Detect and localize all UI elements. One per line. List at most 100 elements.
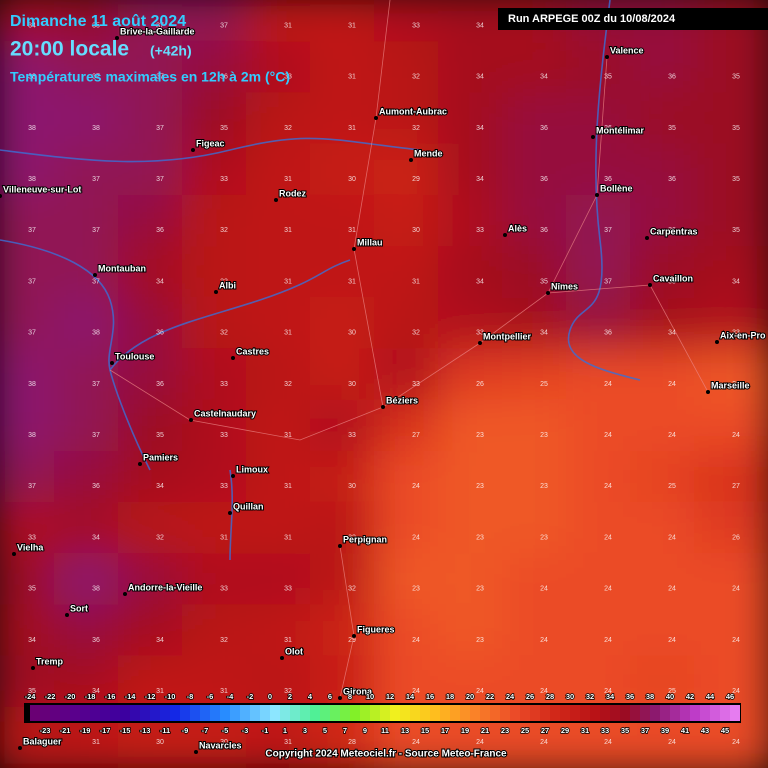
colorbar-swatch [670, 705, 680, 721]
city-label: Andorre-la-Vieille [128, 582, 202, 592]
temperature-value: 24 [668, 432, 676, 439]
temperature-value: 24 [476, 739, 484, 746]
colorbar-label: -12 [145, 692, 156, 701]
colorbar-label: 33 [601, 726, 609, 735]
temperature-value: 33 [732, 330, 740, 337]
colorbar-swatch [720, 705, 730, 721]
temperature-value: 30 [348, 483, 356, 490]
temperature-value: 35 [92, 22, 100, 29]
city-label: Montpellier [483, 331, 531, 341]
colorbar-label: 45 [721, 726, 729, 735]
colorbar-swatch [610, 705, 620, 721]
temperature-value: 36 [668, 74, 676, 81]
city-label: Girona [343, 686, 373, 696]
colorbar-swatch [710, 705, 720, 721]
colorbar-label: -17 [100, 726, 111, 735]
colorbar-label: 42 [686, 692, 694, 701]
city-label: Vielha [17, 542, 44, 552]
temperature-value: 32 [220, 637, 228, 644]
temperature-value: 25 [668, 483, 676, 490]
colorbar-label: 46 [726, 692, 734, 701]
city-label: Sort [70, 603, 88, 613]
temperature-value: 38 [92, 125, 100, 132]
city-dot [138, 462, 142, 466]
temperature-value: 30 [348, 381, 356, 388]
city-dot [110, 361, 114, 365]
temperature-value: 36 [92, 637, 100, 644]
colorbar-label: -19 [80, 726, 91, 735]
colorbar-label: 8 [348, 692, 352, 701]
temperature-value: 34 [28, 22, 36, 29]
temperature-value: 31 [220, 688, 228, 695]
colorbar-label: -13 [140, 726, 151, 735]
colorbar-label: 10 [366, 692, 374, 701]
temperature-value: 38 [28, 432, 36, 439]
colorbar-swatch [440, 705, 450, 721]
temperature-value: 37 [92, 74, 100, 81]
temperature-value: 24 [732, 432, 740, 439]
colorbar-swatch [430, 705, 440, 721]
temperature-value: 38 [28, 176, 36, 183]
temperature-value: 24 [412, 739, 420, 746]
colorbar-swatch [220, 705, 230, 721]
temperature-value: 31 [156, 688, 164, 695]
city-dot [706, 390, 710, 394]
temperature-value: 32 [220, 330, 228, 337]
temperature-value: 37 [28, 330, 36, 337]
colorbar-label: 15 [421, 726, 429, 735]
temperature-value: 36 [604, 330, 612, 337]
colorbar-label: 22 [486, 692, 494, 701]
temperature-value: 36 [156, 227, 164, 234]
temperature-value: 34 [668, 330, 676, 337]
colorbar-label: -24 [25, 692, 37, 701]
temperature-value: 36 [156, 381, 164, 388]
temperature-value: 30 [220, 739, 228, 746]
temperature-value: 30 [348, 176, 356, 183]
temperature-value: 24 [412, 483, 420, 490]
temperature-value: 36 [220, 74, 228, 81]
city-label: Béziers [386, 395, 418, 405]
city-label: Quillan [233, 501, 264, 511]
colorbar-label: 7 [343, 726, 347, 735]
temperature-value: 33 [476, 227, 484, 234]
colorbar-label: 24 [506, 692, 515, 701]
colorbar-swatch [30, 705, 40, 721]
colorbar-swatch [210, 705, 220, 721]
colorbar-swatch [160, 705, 170, 721]
colorbar-label: 37 [641, 726, 649, 735]
colorbar-swatch [370, 705, 380, 721]
temperature-value: 23 [476, 483, 484, 490]
temperature-value: 23 [476, 637, 484, 644]
colorbar-label: 17 [441, 726, 449, 735]
temperature-value: 33 [28, 534, 36, 541]
colorbar-label: 0 [268, 692, 272, 701]
temperature-value: 24 [604, 483, 612, 490]
colorbar-label: 21 [481, 726, 489, 735]
colorbar-label: 36 [626, 692, 634, 701]
temperature-value: 29 [348, 637, 356, 644]
temperature-value: 35 [732, 176, 740, 183]
city-dot [595, 193, 599, 197]
colorbar-label: 2 [288, 692, 292, 701]
colorbar-label: 44 [706, 692, 715, 701]
colorbar-swatch [130, 705, 140, 721]
temperature-value: 31 [284, 534, 292, 541]
city-dot [338, 696, 342, 700]
city-dot [31, 666, 35, 670]
colorbar-label: 19 [461, 726, 469, 735]
colorbar-label: 1 [283, 726, 287, 735]
city-label: Marseille [711, 380, 750, 390]
city-dot [231, 474, 235, 478]
colorbar-swatch [310, 705, 320, 721]
temperature-values: 3435373731313334343636353837373633313234… [28, 22, 740, 746]
temperature-value: 38 [28, 74, 36, 81]
colorbar-swatch [390, 705, 400, 721]
city-dot [605, 55, 609, 59]
city-label: Navarcles [199, 740, 242, 750]
city-dot [338, 544, 342, 548]
temperature-value: 33 [220, 586, 228, 593]
temperature-value: 38 [92, 586, 100, 593]
colorbar-label: 31 [581, 726, 589, 735]
run: Run ARPEGE 00Z du 10/08/2024 [508, 13, 676, 25]
colorbar-label: -15 [120, 726, 131, 735]
